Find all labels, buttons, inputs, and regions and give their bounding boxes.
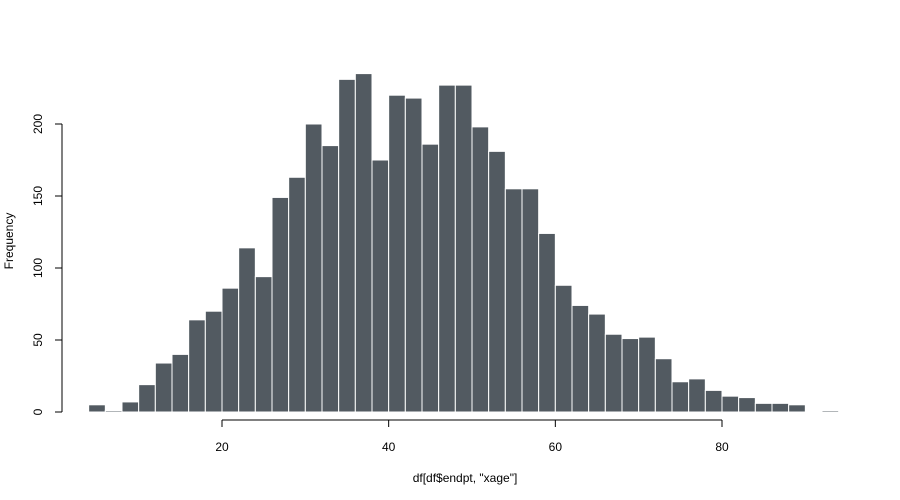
histogram-bar: [821, 410, 840, 413]
histogram-bar: [404, 97, 423, 413]
histogram-bar: [538, 232, 556, 413]
histogram-bar: [638, 336, 656, 413]
histogram-bar: [671, 381, 690, 413]
histogram-bar: [471, 126, 490, 413]
histogram-bar: [288, 176, 306, 413]
x-tick-label: 80: [715, 440, 729, 454]
y-tick-label: 100: [31, 258, 45, 278]
histogram-bar: [371, 159, 390, 413]
histogram-bar: [554, 284, 573, 413]
histogram-bar: [488, 150, 506, 413]
histogram-bar: [521, 188, 540, 413]
y-axis-ticks: 0 50 100 150 200: [31, 114, 62, 415]
x-axis-ticks: 20 40 60 80: [215, 420, 729, 454]
x-tick-label: 40: [382, 440, 396, 454]
x-axis-label: df[df$endpt, "xage"]: [413, 471, 518, 485]
histogram-bar: [621, 338, 640, 413]
histogram-bar: [754, 402, 773, 413]
histogram-bar: [121, 401, 140, 413]
histogram-bar: [88, 404, 106, 413]
histogram-bar: [771, 402, 790, 413]
y-tick-label: 0: [31, 408, 45, 415]
histogram-bar: [204, 310, 223, 413]
histogram-bar: [138, 384, 156, 413]
histogram-bar: [338, 78, 356, 413]
histogram-bar: [588, 313, 606, 413]
histogram-bar: [104, 410, 123, 413]
histogram-bar: [238, 247, 256, 413]
histogram-bar: [271, 196, 290, 413]
x-tick-label: 60: [549, 440, 563, 454]
histogram-bar: [388, 94, 406, 413]
histogram-bar: [571, 304, 590, 413]
x-tick-label: 20: [215, 440, 229, 454]
histogram-bar: [738, 397, 756, 413]
histogram-bar: [171, 353, 190, 413]
histogram-bar: [188, 319, 206, 413]
histogram-bar: [154, 362, 173, 413]
histogram-bar: [304, 123, 323, 413]
histogram-bar: [454, 84, 473, 413]
y-tick-label: 150: [31, 186, 45, 206]
histogram-bar: [604, 333, 623, 413]
histogram-bar: [221, 287, 240, 413]
histogram-bar: [788, 404, 806, 413]
histogram-bar: [504, 188, 523, 413]
y-tick-label: 50: [31, 333, 45, 347]
bars-group: [88, 73, 840, 413]
histogram-bar: [321, 145, 340, 413]
histogram-bar: [254, 276, 273, 413]
histogram-bar: [438, 84, 456, 413]
histogram-bar: [721, 395, 740, 413]
y-tick-label: 200: [31, 114, 45, 134]
histogram-bar: [354, 73, 373, 413]
histogram-bar: [654, 358, 673, 413]
histogram-bar: [688, 378, 706, 413]
histogram-bar: [421, 143, 440, 413]
y-axis-label: Frequency: [2, 213, 16, 270]
histogram-bar: [704, 389, 723, 413]
